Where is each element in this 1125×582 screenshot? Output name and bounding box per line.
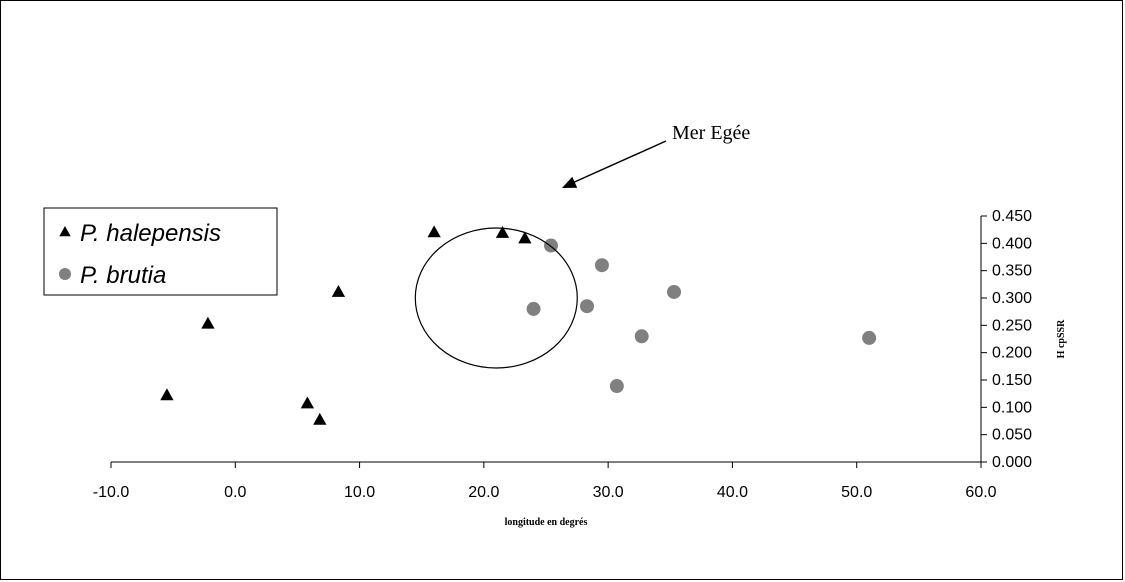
data-points	[160, 225, 877, 425]
y-axis-title: H cpSSR	[1056, 319, 1067, 358]
x-tick-label: 10.0	[344, 484, 375, 501]
legend-label: P. halepensis	[80, 220, 221, 247]
legend: P. halepensis P. brutia	[43, 207, 278, 296]
halepensis-point	[300, 396, 315, 409]
y-tick-label: 0.050	[992, 427, 1032, 444]
annotation-label: Mer Egée	[672, 122, 750, 144]
x-tick-label: 0.0	[224, 484, 246, 501]
x-tick-label: 40.0	[717, 484, 748, 501]
halepensis-point	[313, 412, 327, 425]
legend-marker-brutia	[59, 268, 71, 280]
halepensis-point	[427, 225, 441, 238]
halepensis-point	[201, 316, 215, 329]
x-tick-label: 30.0	[593, 484, 624, 501]
y-tick-label: 0.200	[992, 345, 1032, 362]
x-axis-title: longitude en degrés	[505, 517, 588, 528]
halepensis-point	[160, 388, 174, 401]
brutia-point	[862, 330, 877, 345]
brutia-point	[580, 299, 595, 314]
y-tick-label: 0.300	[992, 290, 1032, 307]
halepensis-point	[331, 284, 346, 297]
y-tick-label: 0.450	[992, 208, 1032, 225]
brutia-point	[609, 379, 624, 394]
brutia-point	[667, 284, 682, 299]
brutia-point	[594, 258, 609, 273]
halepensis-point	[495, 225, 510, 238]
x-tick-label: 50.0	[841, 484, 872, 501]
y-tick-label: 0.000	[992, 454, 1032, 471]
legend-label: P. brutia	[80, 262, 166, 289]
y-tick-label: 0.100	[992, 399, 1032, 416]
aegean-highlight-ellipse	[414, 227, 578, 369]
axes	[111, 216, 982, 463]
x-tick-label: 60.0	[965, 484, 996, 501]
y-tick-label: 0.350	[992, 263, 1032, 280]
x-tick-label: 20.0	[468, 484, 499, 501]
legend-items: P. halepensis P. brutia	[59, 220, 221, 289]
annotation-arrow	[569, 140, 667, 185]
y-tick-label: 0.250	[992, 317, 1032, 334]
y-axis-ticks: 0.000 0.050 0.100 0.150 0.200 0.250 0.300 0.350…	[981, 208, 1032, 471]
annotation-arrowhead	[562, 176, 578, 188]
y-tick-label: 0.150	[992, 372, 1032, 389]
x-axis-ticks: -10.0 0.0 10.0 20.0 30.0 40.0 50.0 60.0	[93, 462, 997, 501]
halepensis-point	[518, 231, 532, 244]
brutia-point	[634, 329, 649, 344]
brutia-point	[526, 301, 541, 316]
x-tick-label: -10.0	[93, 484, 130, 501]
y-tick-label: 0.400	[992, 235, 1032, 252]
legend-marker-halepensis	[59, 226, 71, 237]
legend-box	[43, 207, 278, 296]
